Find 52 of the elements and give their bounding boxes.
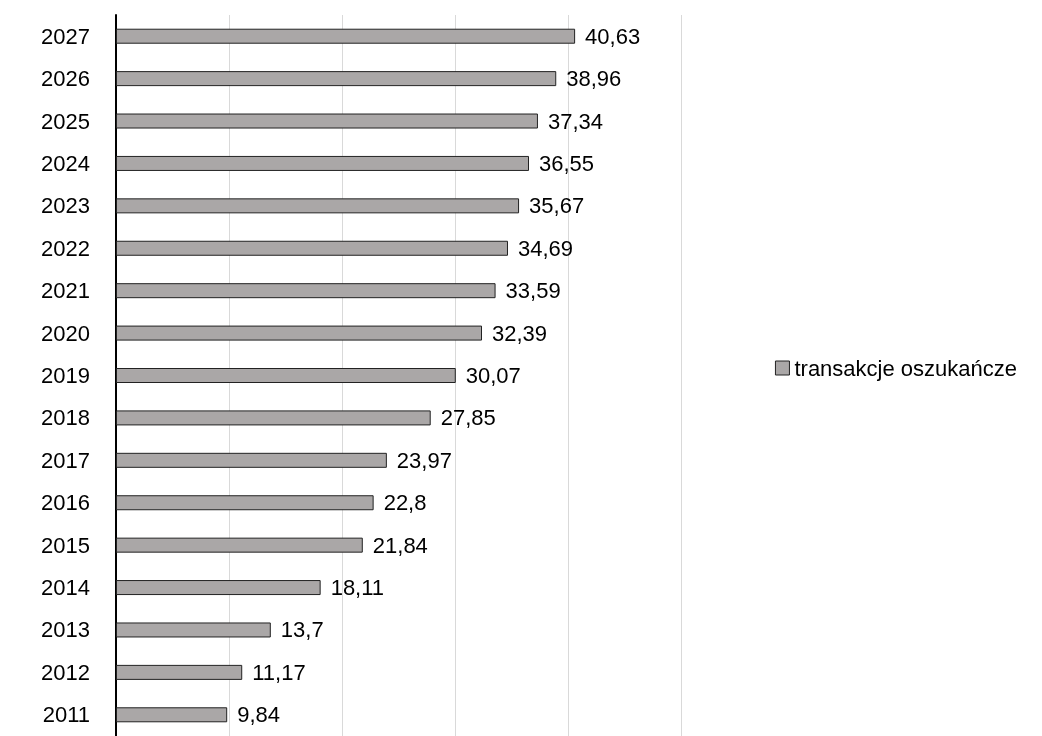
data-label: 18,11	[330, 575, 385, 601]
data-label: 37,34	[547, 108, 603, 134]
bar	[116, 283, 496, 299]
bar	[116, 537, 363, 553]
bar	[116, 495, 374, 511]
bar	[116, 198, 520, 214]
y-tick-label: 2011	[42, 702, 90, 728]
y-tick-label: 2014	[41, 575, 90, 601]
data-label: 22,8	[383, 490, 427, 516]
bar	[116, 452, 387, 468]
y-tick-label: 2021	[41, 278, 90, 304]
bar	[116, 368, 456, 383]
bar	[116, 113, 538, 129]
data-label: 27,85	[440, 405, 496, 431]
y-tick-label: 2017	[41, 447, 90, 473]
bar	[116, 240, 508, 256]
data-label: 30,07	[465, 363, 521, 388]
y-tick-label: 2012	[41, 659, 90, 685]
y-tick-label: 2020	[41, 320, 90, 346]
y-tick-label: 2023	[41, 193, 90, 219]
bar	[116, 410, 431, 426]
y-tick-label: 2026	[41, 66, 90, 92]
y-tick-label: 2019	[41, 363, 90, 388]
data-label: 13,7	[280, 617, 324, 643]
bar	[116, 707, 228, 723]
y-tick-label: 2024	[41, 150, 90, 176]
y-tick-label: 2018	[41, 405, 90, 431]
data-label: 32,39	[492, 320, 548, 346]
data-label: 40,63	[585, 23, 641, 49]
data-label: 35,67	[529, 193, 585, 219]
data-label: 23,97	[396, 447, 452, 473]
bar	[116, 28, 576, 44]
y-tick-label: 2025	[41, 108, 90, 134]
data-label: 38,96	[566, 66, 622, 92]
data-label: 33,59	[505, 278, 561, 304]
data-label: 11,17	[252, 659, 306, 685]
data-label: 36,55	[539, 150, 595, 176]
data-label: 9,84	[237, 702, 281, 728]
y-tick-label: 2027	[41, 23, 90, 49]
y-tick-label: 2016	[41, 490, 90, 516]
bar	[116, 155, 530, 171]
data-label: 21,84	[372, 532, 428, 558]
y-tick-label: 2022	[41, 235, 90, 261]
bar	[116, 622, 271, 638]
y-tick-label: 2013	[41, 617, 90, 643]
data-label: 34,69	[518, 235, 574, 261]
legend-label: transakcje oszukańcze	[794, 355, 1018, 381]
bar	[116, 325, 483, 341]
y-tick-label: 2015	[41, 532, 90, 558]
bar	[116, 71, 557, 87]
bar	[116, 580, 321, 596]
bar	[116, 664, 243, 680]
